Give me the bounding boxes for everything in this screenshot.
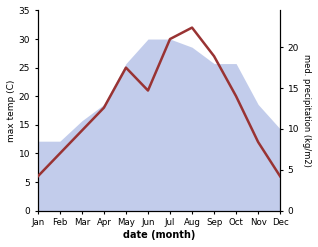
Y-axis label: med. precipitation (kg/m2): med. precipitation (kg/m2): [302, 54, 311, 167]
X-axis label: date (month): date (month): [123, 230, 195, 240]
Y-axis label: max temp (C): max temp (C): [7, 79, 16, 142]
